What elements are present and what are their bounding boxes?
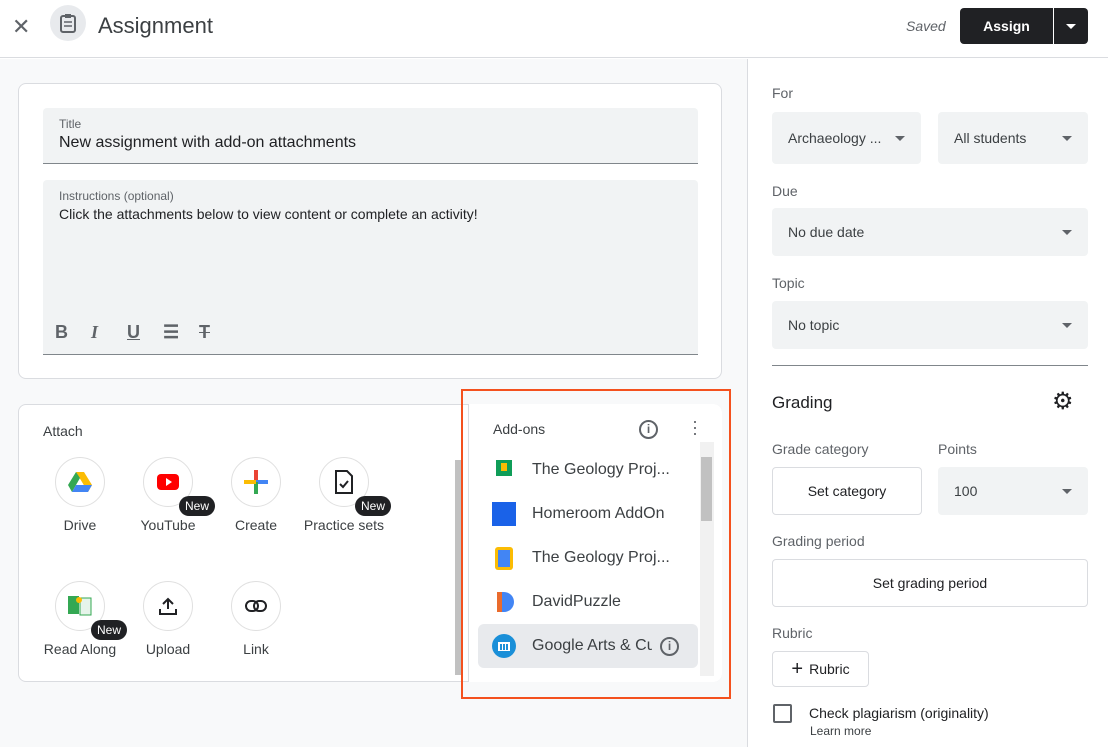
addon-label: DavidPuzzle (532, 593, 621, 610)
format-toolbar: B I U ☰ T (55, 322, 219, 343)
bold-icon[interactable]: B (55, 322, 68, 342)
assign-button[interactable]: Assign (960, 8, 1053, 44)
set-grading-period-button[interactable]: Set grading period (772, 559, 1088, 607)
google-classroom-icon (496, 460, 512, 476)
addon-item[interactable]: The Geology Proj... (478, 536, 698, 580)
learn-more-link[interactable]: Learn more (810, 724, 872, 738)
attach-drive[interactable]: Drive (35, 457, 125, 535)
more-vert-icon[interactable]: · · · (692, 411, 698, 443)
attach-label-text: Practice sets (303, 517, 385, 533)
addons-scrollbar[interactable] (700, 442, 714, 676)
grading-title: Grading (772, 393, 833, 412)
divider (772, 365, 1088, 366)
chevron-down-icon (1062, 322, 1072, 328)
page-title: Assignment (98, 13, 213, 38)
attach-label-text: Create (234, 517, 278, 533)
addons-highlight (461, 389, 731, 699)
addon-label: The Geology Proj... (532, 549, 670, 566)
instructions-field[interactable]: Instructions (optional) Click the attach… (43, 180, 698, 355)
italic-icon[interactable]: I (91, 322, 99, 342)
arts-culture-icon (492, 634, 516, 658)
addon-item[interactable]: The Geology Proj... (478, 448, 698, 492)
addon-label: Google Arts & Cu (532, 637, 652, 654)
clipboard-icon (495, 547, 513, 570)
students-select[interactable]: All students (938, 112, 1088, 164)
due-label: Due (772, 183, 798, 199)
attach-label-text: Link (243, 641, 269, 657)
bulleted-list-icon[interactable]: ☰ (163, 322, 180, 342)
attach-create[interactable]: Create (211, 457, 301, 535)
instructions-value: Click the attachments below to view cont… (59, 206, 478, 222)
topic-value: No topic (788, 317, 840, 333)
title-value: New assignment with add-on attachments (59, 134, 357, 151)
upload-icon (143, 581, 193, 631)
chevron-down-icon (1066, 23, 1076, 29)
title-label: Title (59, 117, 82, 131)
set-category-button[interactable]: Set category (772, 467, 922, 515)
header: ✕ Assignment Saved Assign (0, 0, 1108, 58)
attach-upload[interactable]: Upload (123, 581, 213, 659)
add-rubric-button[interactable]: + Rubric (772, 651, 869, 687)
gear-icon[interactable]: ⚙ (1052, 388, 1074, 415)
rubric-button-label: Rubric (809, 661, 850, 677)
class-value: Archaeology ... (788, 130, 882, 146)
for-label: For (772, 85, 793, 101)
attach-label: Attach (43, 423, 83, 439)
assign-dropdown-button[interactable] (1054, 8, 1088, 44)
settings-panel (747, 59, 1108, 747)
davidpuzzle-icon (497, 592, 514, 612)
rubric-label: Rubric (772, 625, 813, 641)
attach-scrollbar[interactable] (455, 460, 462, 675)
plagiarism-checkbox[interactable] (773, 704, 792, 723)
close-icon[interactable]: ✕ (12, 14, 31, 39)
addon-label: The Geology Proj... (532, 461, 670, 478)
addon-item[interactable]: DavidPuzzle (478, 580, 698, 624)
new-badge: New (179, 496, 216, 516)
class-select[interactable]: Archaeology ... (772, 112, 921, 164)
link-icon (231, 581, 281, 631)
practice-sets-icon (319, 457, 369, 507)
plus-icon (231, 457, 281, 507)
attach-link[interactable]: Link (211, 581, 301, 659)
homeroom-icon (492, 502, 516, 526)
students-value: All students (954, 130, 1027, 146)
saved-status: Saved (906, 18, 946, 34)
title-field[interactable]: Title New assignment with add-on attachm… (43, 108, 698, 164)
attach-label-text: YouTube (140, 517, 196, 533)
new-badge: New (91, 620, 128, 640)
instructions-label: Instructions (optional) (59, 189, 174, 203)
assignment-icon (50, 5, 86, 41)
chevron-down-icon (895, 135, 905, 141)
addon-item[interactable]: Homeroom AddOn (478, 492, 698, 536)
addons-title: Add-ons (493, 421, 546, 437)
attach-label-text: Upload (145, 641, 191, 657)
underline-icon[interactable]: U (127, 322, 140, 342)
grade-category-label: Grade category (772, 441, 869, 457)
chevron-down-icon (1062, 135, 1072, 141)
plagiarism-label: Check plagiarism (originality) (809, 705, 989, 721)
clear-formatting-icon[interactable]: T (199, 322, 210, 342)
due-value: No due date (788, 224, 865, 240)
due-select[interactable]: No due date (772, 208, 1088, 256)
plus-icon: + (791, 657, 804, 680)
attach-practice-sets[interactable]: Practice sets (299, 457, 389, 535)
points-value: 100 (954, 483, 978, 499)
addon-item[interactable]: Google Arts & Cu i (478, 624, 698, 668)
grading-period-label: Grading period (772, 533, 865, 549)
chevron-down-icon (1062, 488, 1072, 494)
attach-label-text: Read Along (43, 641, 117, 657)
points-label: Points (938, 441, 977, 457)
topic-label: Topic (772, 275, 805, 291)
topic-select[interactable]: No topic (772, 301, 1088, 349)
chevron-down-icon (1062, 229, 1072, 235)
new-badge: New (355, 496, 392, 516)
addon-label: Homeroom AddOn (532, 505, 665, 522)
info-icon[interactable]: i (660, 636, 679, 656)
attach-label-text: Drive (63, 517, 97, 533)
drive-icon (55, 457, 105, 507)
info-icon[interactable]: i (639, 420, 658, 439)
points-select[interactable]: 100 (938, 467, 1088, 515)
